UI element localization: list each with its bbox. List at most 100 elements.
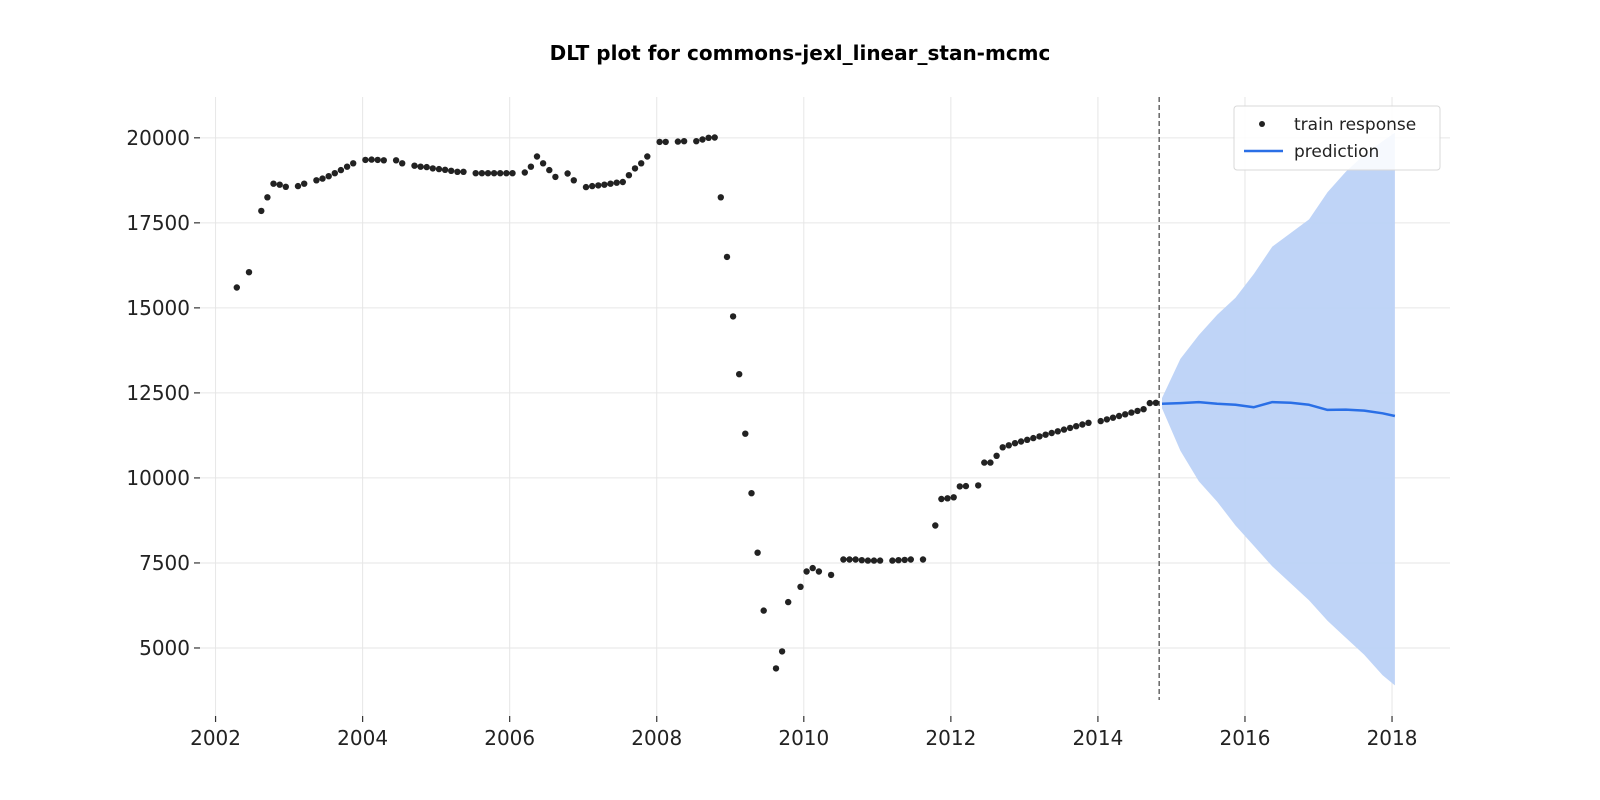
prediction-line — [1161, 400, 1396, 418]
axis-ticks: 2002 2004 2006 2008 2010 2012 2014 2016 2018 5000… — [126, 126, 1417, 750]
chart-title: DLT plot for commons-jexl_linear_stan-mc… — [550, 41, 1051, 65]
train-response-point — [490, 170, 498, 177]
train-response-point — [595, 182, 602, 189]
train-response-point — [1030, 434, 1037, 442]
train-response-point — [962, 482, 970, 490]
train-response-point — [760, 607, 767, 614]
train-response-point — [343, 163, 351, 170]
train-response-point — [233, 284, 240, 291]
train-response-point — [950, 494, 957, 501]
train-response-point — [1097, 417, 1104, 425]
train-response-point — [625, 172, 633, 179]
train-response-point — [1042, 431, 1049, 438]
train-response-point — [1079, 421, 1086, 428]
train-response-point — [258, 207, 265, 215]
train-response-point — [509, 170, 516, 177]
train-response-point — [919, 556, 927, 563]
train-response-point — [1036, 433, 1043, 440]
train-response-point — [429, 165, 436, 172]
train-response-point — [441, 166, 449, 173]
y-tick-label: 15000 — [126, 296, 190, 320]
y-tick-label: 7500 — [139, 551, 190, 575]
train-response-point — [1060, 426, 1068, 433]
train-response-point — [1109, 414, 1117, 421]
train-response-point — [901, 556, 908, 564]
y-tick-label: 20000 — [126, 126, 190, 150]
train-response-point — [331, 170, 338, 177]
train-response-point — [1103, 416, 1111, 423]
train-response-point — [699, 136, 706, 143]
train-response-point — [484, 170, 492, 177]
y-tick-label: 12500 — [126, 381, 190, 405]
train-response-point — [674, 138, 682, 145]
train-response-point — [1134, 407, 1141, 415]
train-response-point — [809, 564, 816, 572]
train-response-point — [380, 157, 387, 164]
train-response-point — [638, 160, 645, 167]
train-response-point — [846, 556, 853, 563]
train-response-point — [975, 482, 982, 489]
train-response-point — [858, 557, 865, 564]
train-response-point — [644, 153, 651, 160]
train-response-point — [399, 160, 406, 167]
train-response-point — [460, 168, 467, 175]
train-response-point — [1115, 412, 1123, 420]
train-response-point — [521, 169, 528, 176]
train-response-point — [705, 134, 712, 141]
train-response-point — [999, 444, 1006, 451]
train-response-point — [803, 568, 810, 575]
train-response-point — [840, 556, 847, 563]
train-response-point — [564, 170, 571, 177]
train-response-point — [527, 163, 535, 170]
x-tick-label: 2006 — [484, 726, 535, 750]
train-response-point — [797, 583, 804, 590]
train-response-point — [1146, 399, 1154, 407]
train-response-point — [411, 162, 418, 169]
train-response-point — [423, 163, 430, 171]
train-response-point — [932, 522, 939, 529]
train-response-point — [1128, 409, 1135, 416]
y-tick-label: 5000 — [139, 636, 190, 660]
train-response-point — [729, 313, 737, 320]
train-response-point — [264, 194, 271, 201]
x-tick-label: 2010 — [778, 726, 829, 750]
train-response-point — [1066, 424, 1074, 432]
train-response-point — [876, 557, 884, 564]
train-response-point — [313, 177, 320, 184]
train-response-point — [656, 138, 663, 146]
x-tick-label: 2002 — [190, 726, 241, 750]
train-response-point — [1152, 399, 1160, 406]
train-response-point — [601, 181, 608, 188]
train-response-point — [987, 459, 994, 466]
train-response-point — [1122, 411, 1129, 418]
prediction-line-group — [1161, 400, 1396, 418]
train-response-point — [1011, 440, 1019, 447]
train-response-point — [325, 173, 332, 180]
train-response-points — [233, 134, 1160, 672]
prediction-interval-area — [1162, 132, 1395, 686]
train-response-point — [748, 490, 755, 497]
train-response-point — [1005, 442, 1012, 449]
train-response-point — [350, 160, 357, 167]
train-response-point — [337, 166, 345, 174]
train-response-point — [1085, 419, 1092, 426]
train-response-point — [1054, 428, 1062, 435]
train-response-point — [503, 170, 510, 177]
train-response-point — [993, 452, 1000, 459]
train-response-point — [864, 557, 872, 564]
legend-box — [1233, 105, 1441, 171]
x-tick-label: 2018 — [1367, 726, 1418, 750]
train-response-point — [785, 598, 792, 606]
train-response-point — [717, 194, 724, 201]
legend-marker-train-response — [1259, 121, 1265, 127]
train-response-point — [742, 430, 749, 437]
train-response-point — [754, 549, 761, 556]
train-response-point — [895, 557, 902, 564]
train-response-point — [301, 180, 308, 187]
train-response-point — [693, 138, 700, 145]
train-response-point — [631, 165, 639, 172]
train-response-point — [778, 648, 786, 655]
train-response-point — [478, 170, 486, 177]
train-response-point — [589, 182, 596, 190]
